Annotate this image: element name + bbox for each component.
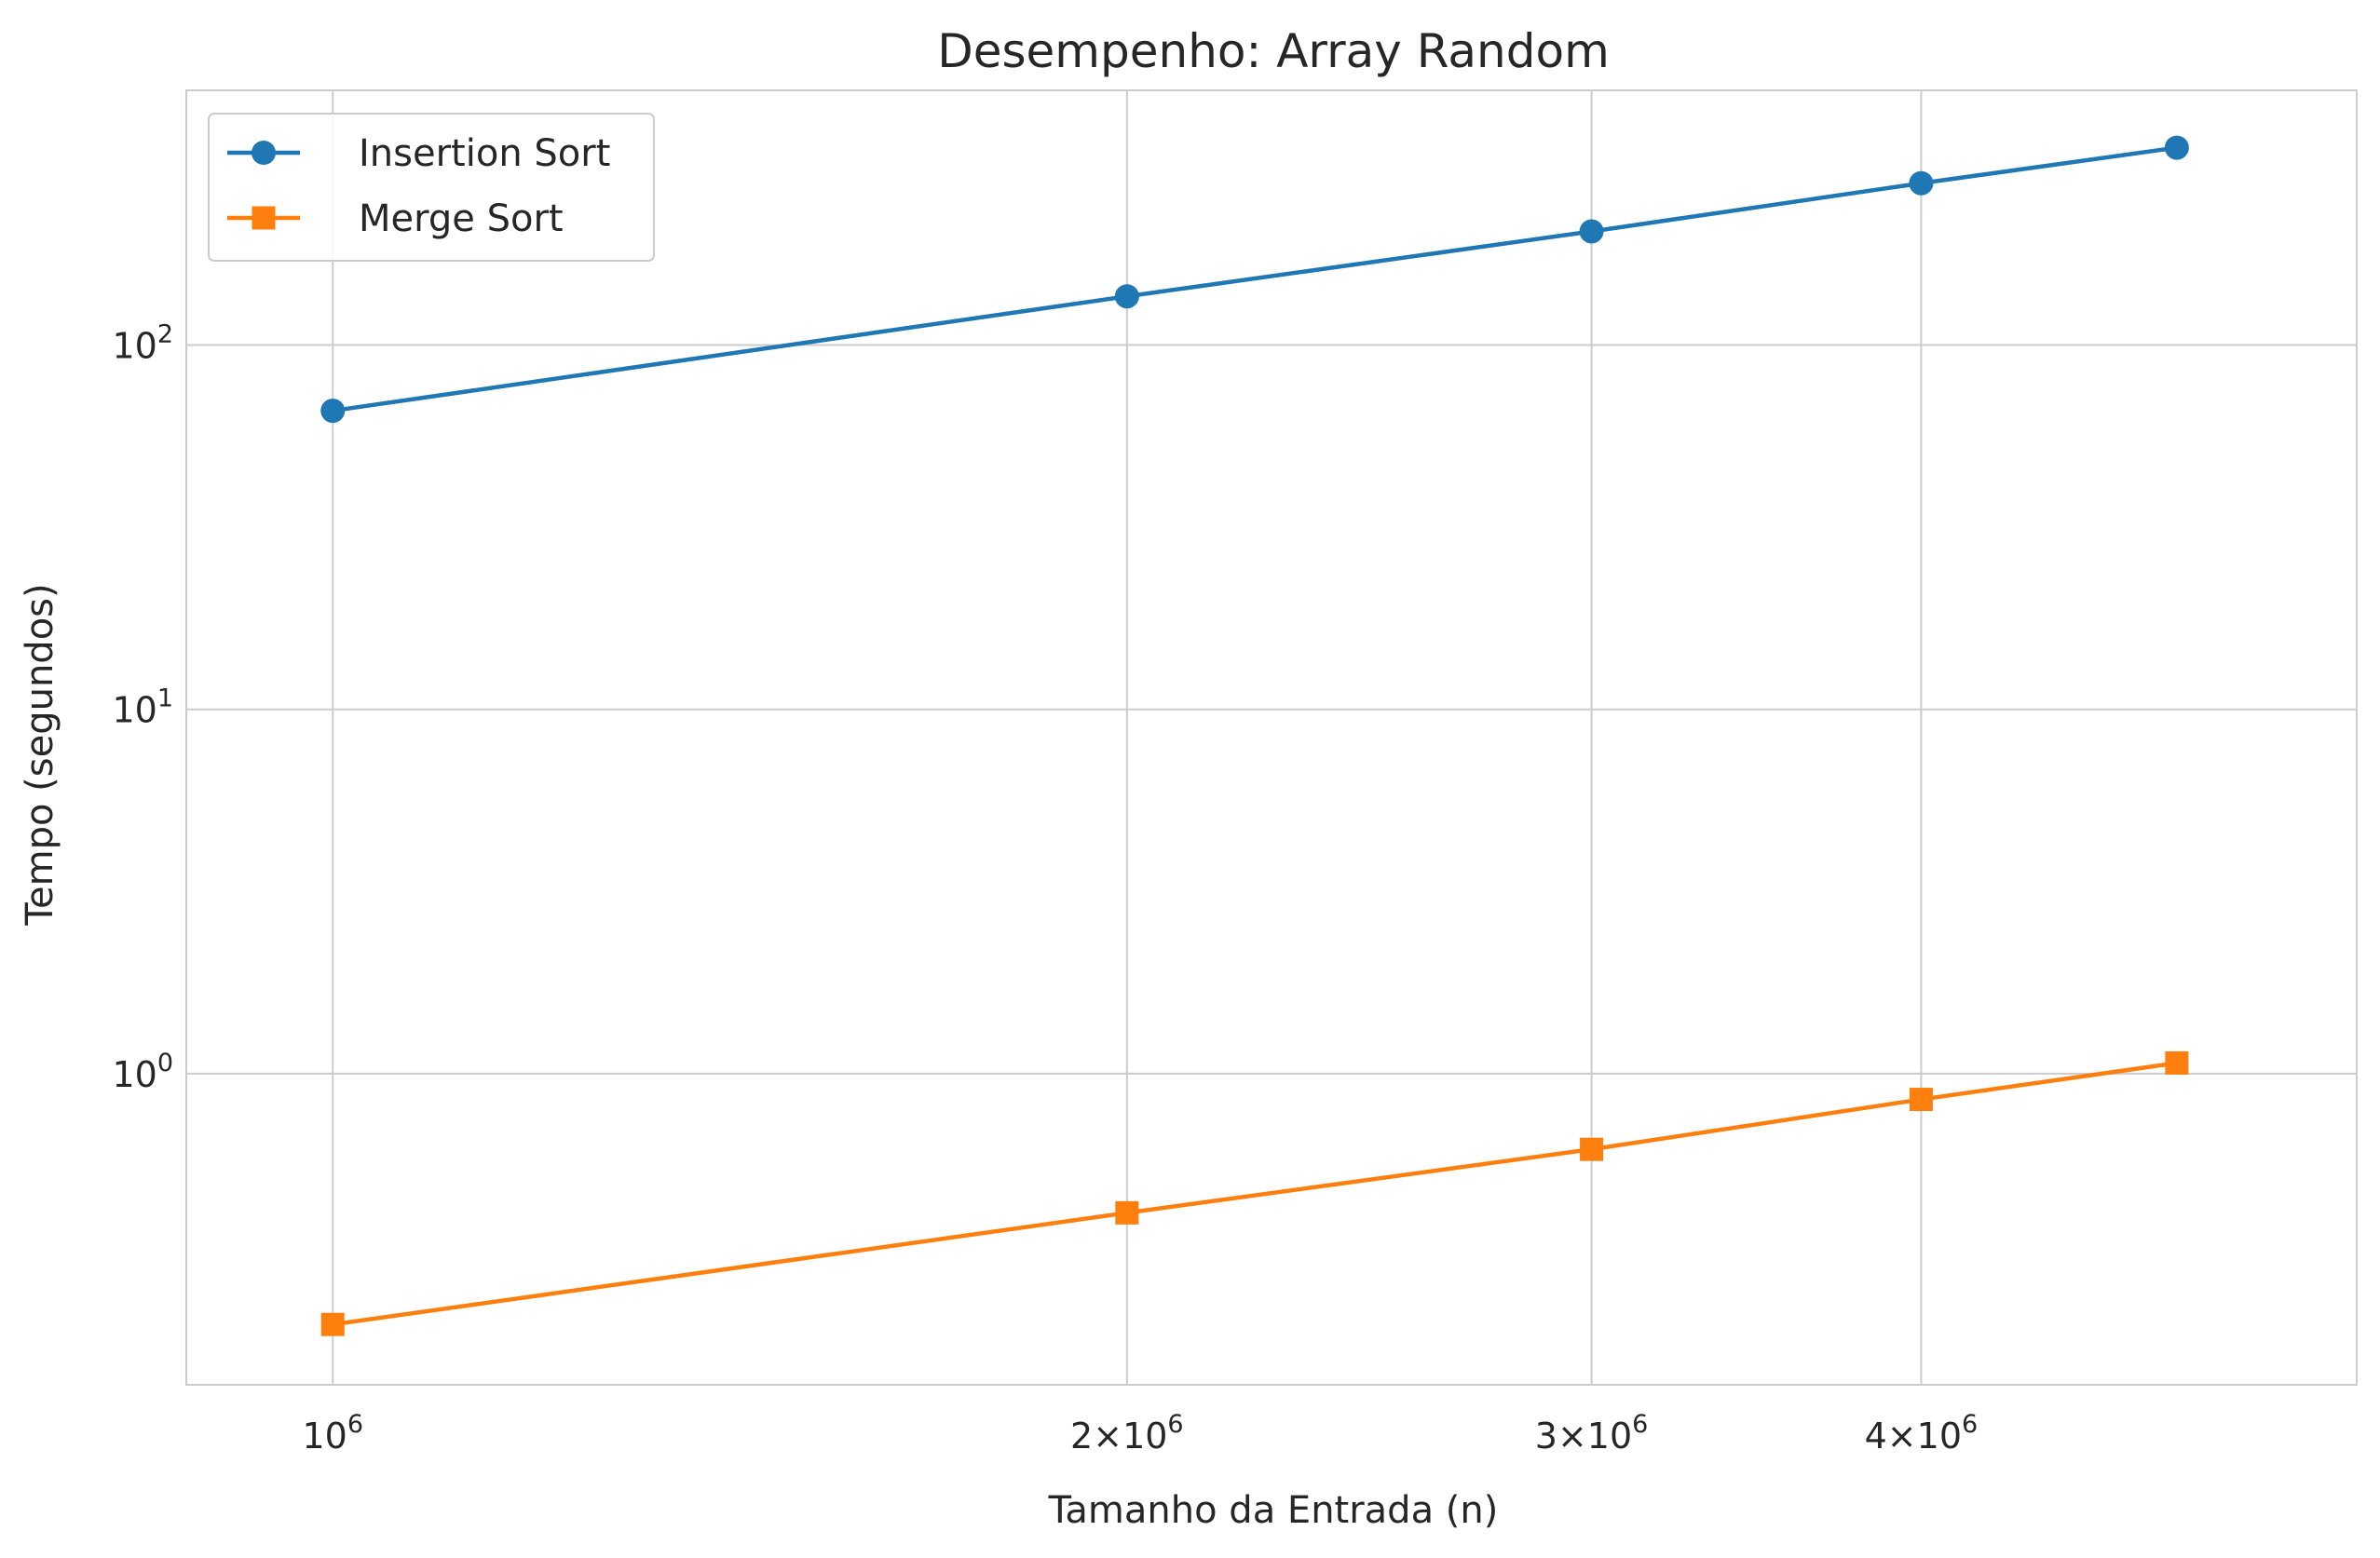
data-point-insertion-sort: [1114, 284, 1139, 309]
y-axis-label: Tempo (segundos): [19, 583, 61, 926]
data-point-insertion-sort: [1909, 170, 1934, 196]
legend-marker-merge-sort: [252, 206, 276, 230]
x-tick-label: 4×106: [1865, 1410, 1979, 1456]
chart-title: Desempenho: Array Random: [937, 24, 1610, 78]
y-tick-label: 100: [112, 1049, 173, 1095]
plot-area-frame: [185, 89, 2358, 1386]
y-tick-labels: 100 101 102: [112, 319, 173, 1094]
x-tick-label: 3×106: [1535, 1410, 1649, 1456]
data-point-insertion-sort: [1579, 219, 1604, 244]
data-point-merge-sort: [1909, 1088, 1933, 1112]
legend: Insertion Sort Merge Sort: [208, 113, 655, 262]
legend-label-merge-sort: Merge Sort: [359, 197, 564, 240]
x-tick-label: 2×106: [1070, 1410, 1184, 1456]
data-point-merge-sort: [1115, 1200, 1139, 1225]
series-insertion-sort: [320, 135, 2189, 424]
x-tick-label: 106: [302, 1410, 363, 1456]
legend-frame: [208, 113, 655, 262]
x-tick-labels: 106 2×106 3×106 4×106: [302, 1410, 1978, 1456]
data-point-merge-sort: [1580, 1137, 1604, 1161]
data-point-insertion-sort: [2164, 135, 2189, 160]
data-point-merge-sort: [320, 1312, 345, 1336]
legend-label-insertion-sort: Insertion Sort: [359, 132, 610, 175]
series-group: [320, 135, 2189, 1336]
y-tick-label: 101: [112, 684, 173, 731]
x-axis-label: Tamanho da Entrada (n): [1048, 1489, 1499, 1532]
series-merge-sort: [320, 1050, 2189, 1336]
legend-marker-insertion-sort: [252, 141, 276, 165]
data-point-merge-sort: [2165, 1050, 2189, 1075]
data-point-insertion-sort: [320, 399, 346, 424]
y-tick-label: 102: [112, 319, 173, 366]
